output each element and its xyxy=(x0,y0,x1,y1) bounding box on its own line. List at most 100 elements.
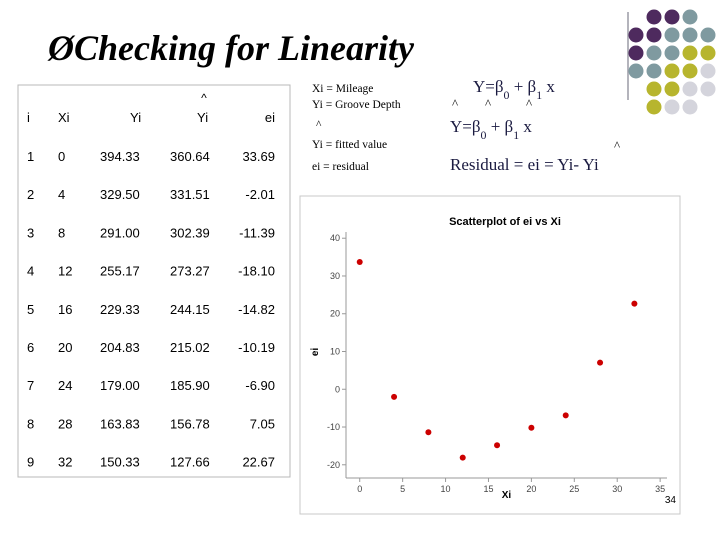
point xyxy=(425,429,432,436)
formula-part: Y=β xyxy=(473,77,504,96)
table-cell: -6.90 xyxy=(245,378,275,393)
point xyxy=(562,412,569,419)
bullet: Ø xyxy=(47,28,76,68)
table-cell: 163.83 xyxy=(100,416,140,431)
table-cell: 179.00 xyxy=(100,378,140,393)
table-cell: 7 xyxy=(27,378,34,393)
residual: Residual = ei = Yi- Yi xyxy=(450,155,599,174)
table-cell: 255.17 xyxy=(100,264,140,279)
y-tick-label: 30 xyxy=(330,271,340,281)
dot xyxy=(700,63,716,79)
table-cell: 7.05 xyxy=(250,416,275,431)
hat: ^ xyxy=(614,138,620,153)
table-cell: 244.15 xyxy=(170,302,210,317)
table-cell: 6 xyxy=(27,340,34,355)
table-cell: 22.67 xyxy=(242,455,275,470)
dot xyxy=(628,27,644,43)
dot xyxy=(646,99,662,115)
table-frame xyxy=(17,84,291,478)
dot xyxy=(664,45,680,61)
hat: ^ xyxy=(526,96,532,111)
x-tick-label: 0 xyxy=(357,484,362,494)
subscript: 0 xyxy=(504,88,510,102)
subscript: 1 xyxy=(513,128,519,142)
table-cell: 4 xyxy=(27,264,34,279)
point xyxy=(631,300,638,307)
dot xyxy=(664,81,680,97)
y-tick-label: 40 xyxy=(330,233,340,243)
note: Yi = Groove Depth xyxy=(312,99,401,111)
x-axis-label: Xi xyxy=(502,490,512,501)
y-tick-label: 10 xyxy=(330,347,340,357)
table-cell: 8 xyxy=(27,416,34,431)
header-cell: ei xyxy=(265,110,275,125)
table-cell: 20 xyxy=(58,340,72,355)
table-cell: 302.39 xyxy=(170,225,210,240)
decoration xyxy=(628,9,716,115)
header-cell: Xi xyxy=(58,110,70,125)
table-cell: 394.33 xyxy=(100,149,140,164)
formula-part: Y=β xyxy=(450,117,481,136)
dot xyxy=(646,63,662,79)
title-text: Checking for Linearity xyxy=(74,28,415,68)
table-cell: 204.83 xyxy=(100,340,140,355)
point xyxy=(597,359,604,366)
table-cell: 360.64 xyxy=(170,149,210,164)
note: ei = residual xyxy=(312,161,369,173)
subscript: 1 xyxy=(536,88,542,102)
dot xyxy=(700,27,716,43)
point xyxy=(391,393,398,400)
table-cell: 24 xyxy=(58,378,72,393)
header-cell: Yi xyxy=(130,110,141,125)
point xyxy=(459,454,466,461)
dot xyxy=(664,63,680,79)
table-cell: -2.01 xyxy=(245,187,275,202)
page-number: 34 xyxy=(665,495,677,506)
header-cell: i xyxy=(27,110,30,125)
note: Xi = Mileage xyxy=(312,83,373,95)
table-cell: 1 xyxy=(27,149,34,164)
dot xyxy=(700,45,716,61)
notes: Xi = Mileage Yi = Groove Depth ^ Yi = fitte… xyxy=(312,83,401,173)
table: i Xi Yi^Yi ei1 0 394.33 360.64 33.692 4 329.50 331… xyxy=(27,91,275,470)
table-cell: 2 xyxy=(27,187,34,202)
hat: ^ xyxy=(485,96,491,111)
table-cell: 4 xyxy=(58,187,65,202)
dot xyxy=(646,27,662,43)
formula: Y=β0 + β1 x xyxy=(450,117,532,142)
table-cell: 273.27 xyxy=(170,264,210,279)
table-cell: 32 xyxy=(58,455,72,470)
point xyxy=(494,442,501,449)
hat: ^ xyxy=(452,96,458,111)
note: Yi = fitted value xyxy=(312,139,387,151)
table-cell: 331.51 xyxy=(170,187,210,202)
table-cell: 9 xyxy=(27,455,34,470)
table-cell: 33.69 xyxy=(242,149,275,164)
x-tick-label: 35 xyxy=(655,484,665,494)
point xyxy=(356,259,363,266)
table-cell: 291.00 xyxy=(100,225,140,240)
header-hat: ^ xyxy=(201,91,207,105)
dot xyxy=(646,81,662,97)
table-cell: 156.78 xyxy=(170,416,210,431)
chart: Scatterplot of ei vs Xi -20 -10 0 10 20 30 40 0 5… xyxy=(310,216,667,501)
dot xyxy=(682,9,698,25)
table-cell: -18.10 xyxy=(238,264,275,279)
dot xyxy=(646,9,662,25)
table-cell: -11.39 xyxy=(239,225,275,240)
table-cell: 5 xyxy=(27,302,34,317)
y-tick-label: -20 xyxy=(327,460,340,470)
dot xyxy=(700,81,716,97)
y-tick-label: 0 xyxy=(335,384,340,394)
table-cell: 28 xyxy=(58,416,72,431)
dot xyxy=(682,63,698,79)
y-tick-label: -10 xyxy=(327,422,340,432)
table-cell: 3 xyxy=(27,225,34,240)
formula: Y=β0 + β1 x xyxy=(473,77,555,102)
chart-title: Scatterplot of ei vs Xi xyxy=(449,216,561,228)
y-tick-label: 20 xyxy=(330,309,340,319)
point xyxy=(528,424,535,431)
x-tick-label: 5 xyxy=(400,484,405,494)
formulas: Y=β0 + β1 x^ ^ ^Y=β0 + β1 x^Residual = ei … xyxy=(450,77,620,174)
table-cell: 12 xyxy=(58,264,72,279)
